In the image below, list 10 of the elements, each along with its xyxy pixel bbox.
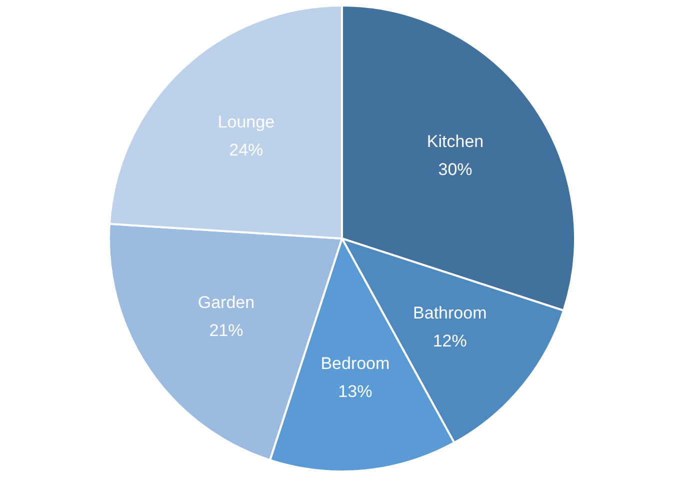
data-label: 12%: [432, 332, 467, 351]
data-label: 30%: [438, 160, 472, 180]
slice-label: Bedroom: [320, 354, 390, 373]
data-label: 24%: [229, 140, 264, 160]
slice-label: Garden: [198, 293, 255, 312]
slice-label: Kitchen: [426, 132, 484, 152]
slice-label: Lounge: [218, 112, 275, 132]
data-label: 21%: [209, 321, 244, 340]
data-label: 13%: [338, 382, 372, 401]
slice-label: Bathroom: [413, 304, 487, 323]
